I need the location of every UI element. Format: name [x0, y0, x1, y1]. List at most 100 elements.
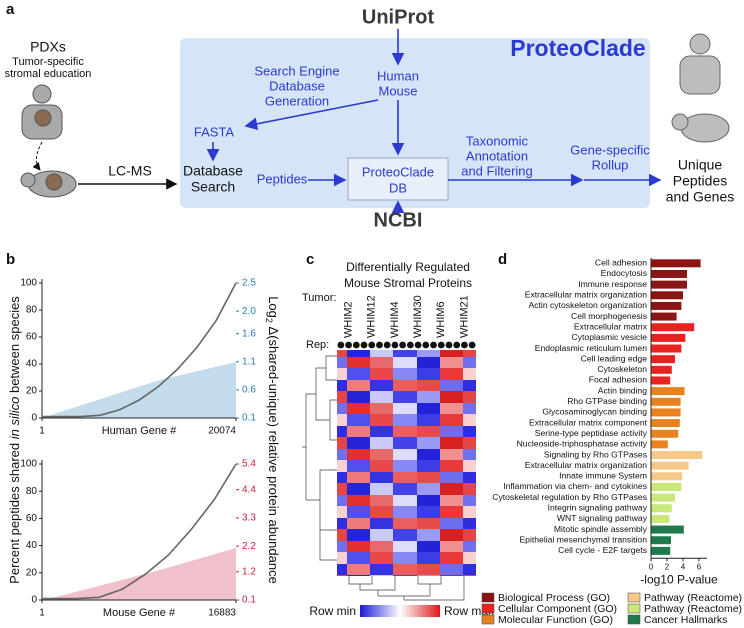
- legend-label: Molecular Function (GO): [498, 614, 613, 626]
- panel-label: a: [6, 1, 15, 18]
- tumor-name: WHIM30: [412, 295, 424, 338]
- y2-tick-label: 5.4: [242, 459, 256, 470]
- bar: [651, 482, 682, 491]
- rep-dot: [337, 341, 345, 349]
- legend-swatch: [627, 592, 641, 603]
- rep-dot: [360, 341, 368, 349]
- bar: [651, 344, 682, 353]
- bar: [651, 301, 682, 310]
- bar-label: WNT signaling pathway: [557, 513, 648, 523]
- y2-axis-title: Log2 Δ(shared-unique) relative protein a…: [264, 296, 281, 584]
- legend-swatch: [481, 614, 495, 625]
- bar: [651, 355, 675, 364]
- pcdb: DB: [389, 180, 407, 195]
- ncbi: NCBI: [374, 209, 423, 231]
- y2-tick-label: 1.6: [242, 328, 256, 339]
- bar: [651, 419, 680, 428]
- pcdb: ProteoClade: [362, 164, 434, 179]
- bar-label: Immune response: [578, 279, 647, 289]
- bar: [651, 493, 675, 502]
- bar: [651, 408, 681, 417]
- y2-tick-label: 2.5: [242, 278, 256, 289]
- col-dendrogram: [348, 576, 465, 601]
- panel-d: d: [498, 251, 507, 268]
- bar-label: Nucleoside-triphosphatase activity: [517, 439, 648, 449]
- panel-b: b Percent peptides shared in silico betw…: [6, 251, 281, 600]
- legend-swatch: [481, 603, 495, 614]
- legend-swatch: [481, 592, 495, 603]
- bar: [651, 536, 671, 545]
- bar: [651, 323, 695, 332]
- pdx-note: stromal education: [5, 68, 92, 80]
- search-engine: Generation: [265, 93, 329, 108]
- x-axis-title: -log10 P-value: [640, 572, 718, 586]
- rep-dot: [445, 341, 453, 349]
- rep-dot: [383, 341, 391, 349]
- rollup: Gene-specific: [570, 142, 650, 157]
- y2-tick-label: 2.0: [242, 306, 256, 317]
- bar-label: Actin cytoskeleton organization: [529, 300, 648, 310]
- rep-dot: [391, 341, 399, 349]
- bar: [651, 312, 677, 321]
- bar-label: Extracellular matrix organization: [525, 460, 647, 470]
- y-tick-label: 20: [26, 386, 38, 397]
- output: Unique: [678, 157, 723, 173]
- bar: [651, 504, 672, 513]
- bar-label: Integrin signaling pathway: [548, 503, 648, 513]
- heatmap: [337, 350, 476, 576]
- row-dendrogram: [302, 355, 337, 561]
- x-axis-title: Mouse Gene #: [103, 607, 176, 619]
- bar-label: Mitotic spindle assembly: [554, 524, 648, 534]
- y-tick-label: 20: [26, 567, 38, 578]
- bar-label: Inflammation via chem- and cytokines: [503, 481, 647, 491]
- proteoclade-title: ProteoClade: [510, 35, 645, 61]
- y2-tick-label: 0.1: [242, 595, 256, 606]
- y2-tick-label: 2.2: [242, 541, 256, 552]
- bar-label: Extracellular matrix component: [529, 417, 648, 427]
- bar-label: Serine-type peptidase activity: [535, 428, 648, 438]
- heatmap-title: Mouse Stromal Proteins: [344, 276, 472, 290]
- panel-label: c: [306, 251, 314, 268]
- y2-tick-label: 1.2: [242, 566, 256, 577]
- bar: [651, 397, 681, 406]
- curve: [42, 282, 237, 418]
- curve: [42, 463, 237, 600]
- rep-dot: [414, 341, 422, 349]
- y-tick-label: 100: [20, 278, 37, 289]
- y2-tick-label: 1.1: [242, 356, 256, 367]
- bar: [651, 451, 703, 460]
- search-engine: Database: [269, 78, 325, 93]
- y-tick-label: 80: [26, 305, 38, 316]
- scale-min: Row min: [309, 604, 356, 618]
- rep-dot: [406, 341, 414, 349]
- bar: [651, 376, 671, 385]
- bar-label: Signaling by Rho GTPases: [544, 449, 647, 459]
- x-tick-label: 0: [649, 562, 654, 571]
- taxonomic: Taxonomic: [466, 133, 529, 148]
- x-tick-label: 16883: [208, 608, 236, 619]
- rep-dot: [376, 341, 383, 349]
- output: Peptides: [673, 173, 727, 189]
- lcms: LC-MS: [108, 163, 152, 179]
- y2-tick-label: 3.3: [242, 513, 256, 524]
- bar-label: Endocytosis: [601, 268, 647, 278]
- bar-label: Cytoskeletal regulation by Rho GTPases: [492, 492, 647, 502]
- peptides: Peptides: [257, 171, 308, 186]
- rep-dot: [437, 341, 445, 349]
- bar: [651, 429, 679, 438]
- heatmap-title: Differentially Regulated: [346, 260, 470, 274]
- x-tick-label: 4: [681, 562, 686, 571]
- rep-dot: [468, 341, 476, 349]
- x-tick-label: 1: [39, 608, 45, 619]
- bar: [651, 291, 683, 300]
- species: Mouse: [378, 83, 417, 98]
- bar-label: Extracellular matrix: [574, 321, 648, 331]
- uniprot: UniProt: [362, 6, 435, 28]
- search-engine: Search Engine: [254, 63, 339, 78]
- tumor-name: WHIM2: [342, 301, 354, 338]
- x-tick-label: 1: [39, 426, 45, 437]
- panel-c: c Differentially Regulated Mouse Stromal…: [302, 251, 494, 618]
- bar-label: Focal adhesion: [589, 375, 648, 385]
- color-scale: [360, 605, 440, 617]
- pcdb-box: [347, 157, 449, 201]
